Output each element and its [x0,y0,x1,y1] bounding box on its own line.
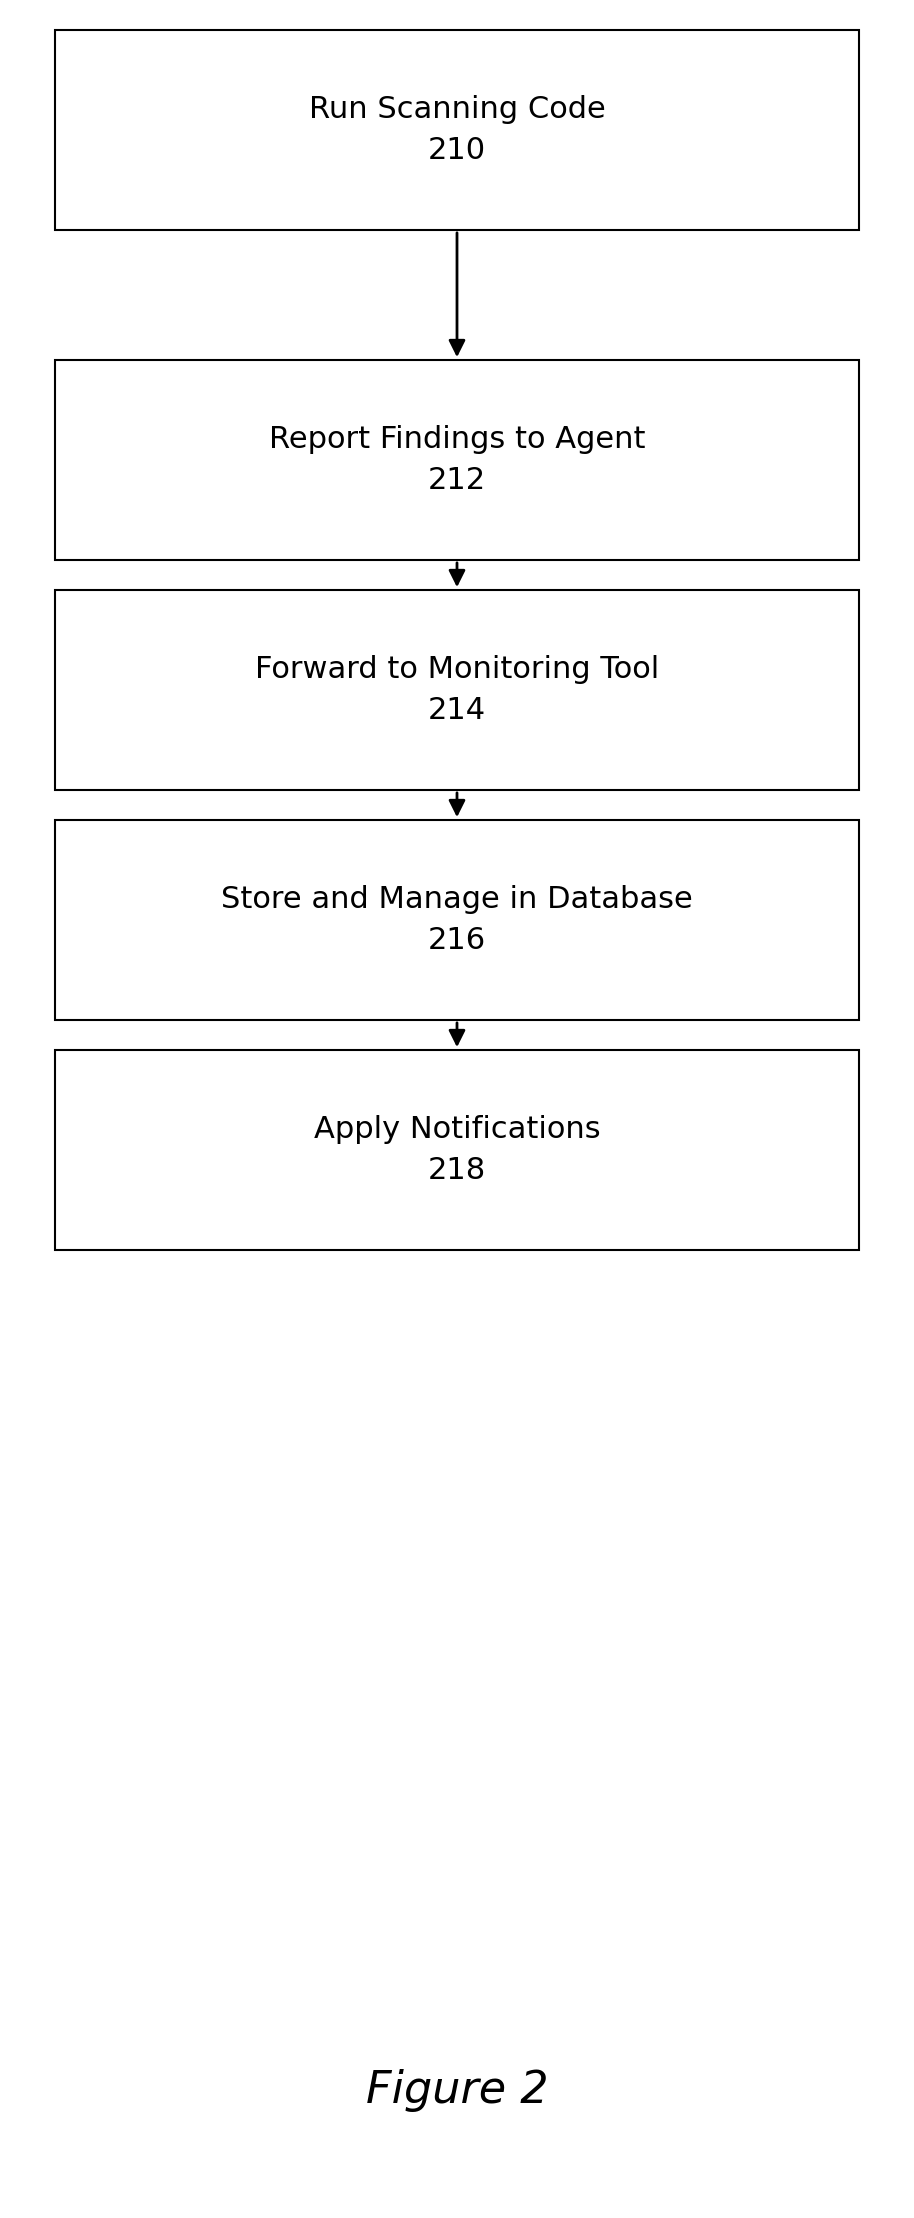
Text: Run Scanning Code
210: Run Scanning Code 210 [309,95,605,164]
Bar [55,31,859,231]
Bar [55,590,859,790]
Text: Forward to Monitoring Tool
214: Forward to Monitoring Tool 214 [255,654,659,725]
Bar [55,359,859,559]
Text: Figure 2: Figure 2 [366,2069,548,2112]
Bar [55,1049,859,1251]
Text: Apply Notifications
218: Apply Notifications 218 [314,1116,600,1184]
Text: Report Findings to Agent
212: Report Findings to Agent 212 [269,426,645,495]
Bar [55,821,859,1020]
Text: Store and Manage in Database
216: Store and Manage in Database 216 [221,885,693,954]
